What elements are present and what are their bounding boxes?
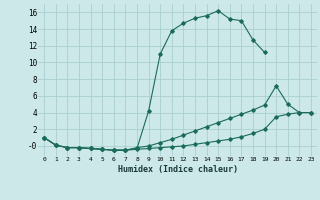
X-axis label: Humidex (Indice chaleur): Humidex (Indice chaleur)	[118, 165, 238, 174]
